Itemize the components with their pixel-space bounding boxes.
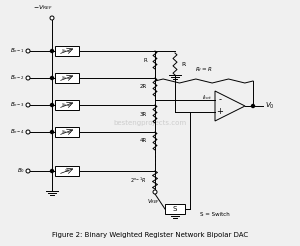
Circle shape [26, 76, 30, 80]
Text: $-V_{REF}$: $-V_{REF}$ [33, 3, 53, 12]
Text: $B_{n-1}$: $B_{n-1}$ [10, 46, 25, 55]
Circle shape [50, 77, 53, 79]
Text: R: R [143, 58, 147, 62]
Circle shape [26, 49, 30, 53]
Text: +: + [217, 108, 224, 117]
Circle shape [251, 105, 254, 108]
Bar [55, 46, 79, 56]
Text: $B_0$: $B_0$ [17, 167, 25, 175]
Bar [55, 127, 79, 137]
Text: 3R: 3R [140, 111, 147, 117]
Circle shape [50, 104, 53, 107]
Text: $B_{n-3}$: $B_{n-3}$ [10, 101, 25, 109]
Text: -: - [218, 95, 221, 105]
Text: $S_{n-4}$: $S_{n-4}$ [61, 128, 73, 136]
Circle shape [50, 169, 53, 172]
Circle shape [153, 190, 157, 194]
Text: $B_{n-4}$: $B_{n-4}$ [10, 127, 25, 137]
Text: S: S [173, 206, 177, 212]
Text: $S_0$: $S_0$ [64, 167, 70, 175]
Circle shape [50, 130, 53, 134]
Text: 4R: 4R [140, 138, 147, 143]
Circle shape [50, 16, 54, 20]
Text: R: R [181, 62, 185, 66]
Text: $2^{n-1}R$: $2^{n-1}R$ [130, 175, 147, 185]
Text: $S_{n-2}$: $S_{n-2}$ [61, 74, 73, 82]
Text: $V_{REF}$: $V_{REF}$ [147, 197, 161, 206]
Text: $S_{n-3}$: $S_{n-3}$ [61, 101, 73, 109]
Text: Figure 2: Binary Weighted Register Network Bipolar DAC: Figure 2: Binary Weighted Register Netwo… [52, 232, 248, 238]
Bar [55, 73, 79, 83]
Bar [55, 166, 79, 176]
Text: S = Switch: S = Switch [200, 212, 230, 216]
Text: $R_f = R$: $R_f = R$ [195, 65, 213, 74]
Text: $V_0$: $V_0$ [265, 101, 274, 111]
Circle shape [26, 130, 30, 134]
Bar [55, 100, 79, 110]
Text: $I_{tot}$: $I_{tot}$ [202, 93, 212, 102]
Circle shape [50, 49, 53, 52]
Text: $S_{n-1}$: $S_{n-1}$ [61, 47, 73, 55]
Text: bestengprojects.com: bestengprojects.com [113, 120, 187, 126]
Circle shape [26, 169, 30, 173]
Text: 2R: 2R [140, 84, 147, 90]
Text: $B_{n-2}$: $B_{n-2}$ [10, 74, 25, 82]
Bar [165, 204, 185, 214]
Circle shape [26, 103, 30, 107]
